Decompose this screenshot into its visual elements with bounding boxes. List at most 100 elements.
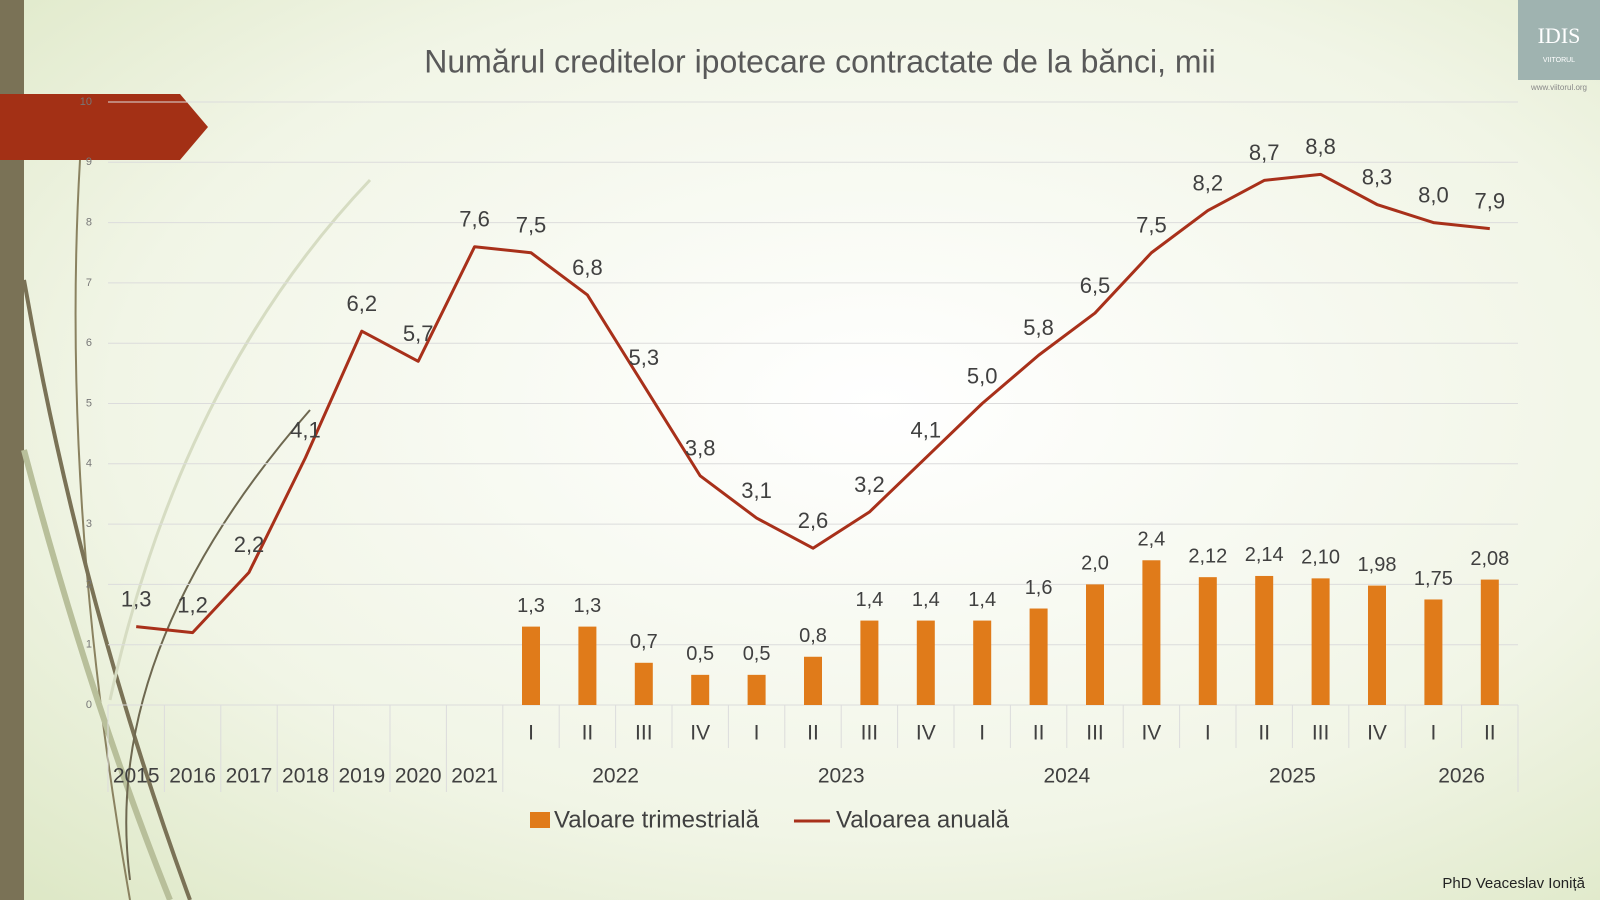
line-label: 5,7 (403, 321, 434, 346)
y-tick-label: 9 (86, 156, 92, 168)
bar-label: 2,4 (1137, 529, 1165, 551)
bar (522, 626, 540, 705)
bar-label: 1,3 (517, 595, 545, 617)
bar (916, 620, 935, 705)
x-tick-label: 2018 (282, 765, 329, 788)
bar (1086, 584, 1104, 705)
website: www.viitorul.org (1530, 83, 1587, 92)
x-tick-label: I (754, 722, 760, 745)
x-tick-label: I (528, 722, 534, 745)
x-group-label: 2026 (1438, 765, 1485, 788)
bar (634, 662, 653, 705)
line-label: 8,3 (1362, 164, 1393, 189)
x-tick-label: II (1033, 722, 1045, 745)
line-label: 8,7 (1249, 140, 1280, 165)
line-label: 1,2 (177, 592, 208, 617)
logo-box (1518, 0, 1600, 80)
line-label: 4,1 (911, 418, 942, 443)
x-group-label: 2025 (1269, 765, 1316, 788)
legend-swatch (530, 812, 550, 828)
author: PhD Veaceslav Ioniță (1442, 875, 1585, 892)
line-label: 7,6 (459, 207, 490, 232)
x-tick-label: I (979, 722, 985, 745)
line-label: 7,9 (1475, 188, 1506, 213)
x-tick-label: III (635, 722, 653, 745)
x-group-label: 2023 (818, 765, 865, 788)
bar-label: 2,10 (1301, 547, 1340, 569)
bar-label: 0,5 (686, 643, 714, 665)
x-tick-label: IV (1141, 722, 1161, 745)
x-tick-label: 2019 (338, 765, 385, 788)
line-label: 5,3 (629, 345, 660, 370)
x-tick-label: I (1430, 722, 1436, 745)
line-label: 1,3 (121, 586, 152, 611)
legend-label: Valoare trimestrială (554, 806, 760, 833)
bar (860, 620, 879, 705)
x-tick-label: IV (690, 722, 710, 745)
bar (1368, 585, 1386, 705)
bar-label: 2,0 (1081, 553, 1109, 575)
line-label: 5,0 (967, 363, 998, 388)
x-tick-label: II (582, 722, 594, 745)
x-tick-label: 2021 (451, 765, 498, 788)
bar-label: 2,12 (1188, 545, 1227, 567)
bar (1424, 599, 1443, 705)
decor-curves (21, 159, 372, 902)
x-tick-label: II (1484, 722, 1496, 745)
y-tick-label: 7 (86, 277, 92, 289)
y-tick-label: 3 (86, 518, 92, 530)
line-label: 7,5 (1136, 213, 1167, 238)
logo-sub: VIITORUL (1543, 57, 1575, 64)
x-tick-label: III (861, 722, 879, 745)
x-tick-label: III (1312, 722, 1330, 745)
x-group-label: 2024 (1043, 765, 1090, 788)
line-label: 3,2 (854, 472, 885, 497)
bar (1480, 579, 1499, 705)
line-label: 3,8 (685, 436, 716, 461)
line-label: 8,8 (1305, 134, 1336, 159)
chart-title: Numărul creditelor ipotecare contractate… (424, 43, 1215, 79)
bar (1311, 578, 1330, 705)
y-tick-label: 6 (86, 337, 92, 349)
line-label: 6,5 (1080, 273, 1111, 298)
x-tick-label: IV (916, 722, 936, 745)
bar-label: 1,4 (968, 589, 996, 611)
x-tick-label: II (807, 722, 819, 745)
line-label: 4,1 (290, 418, 321, 443)
line-label: 2,6 (798, 508, 829, 533)
bar (1029, 608, 1048, 705)
bar-label: 1,3 (573, 595, 601, 617)
bar (1198, 577, 1217, 705)
x-tick-label: I (1205, 722, 1211, 745)
line (136, 172, 1490, 635)
bar (578, 626, 597, 705)
bar (747, 674, 766, 705)
bar-label: 1,98 (1358, 554, 1397, 576)
bar (804, 656, 822, 705)
bar (1255, 575, 1274, 705)
bar-label: 0,8 (799, 625, 827, 647)
bar-label: 0,5 (743, 643, 771, 665)
x-tick-label: IV (1367, 722, 1387, 745)
x-tick-label: 2020 (395, 765, 442, 788)
line-label: 7,5 (516, 213, 547, 238)
x-tick-label: II (1258, 722, 1270, 745)
line-label: 6,8 (572, 255, 603, 280)
y-tick-label: 8 (86, 217, 92, 229)
y-tick-label: 4 (86, 458, 92, 470)
y-tick-label: 0 (86, 699, 92, 711)
legend-label: Valoarea anuală (836, 806, 1010, 833)
y-tick-label: 1 (86, 639, 92, 651)
y-tick-label: 5 (86, 397, 92, 409)
line-label: 8,0 (1418, 182, 1449, 207)
bar-label: 1,6 (1025, 577, 1053, 599)
line-label: 5,8 (1023, 315, 1054, 340)
logo: IDIS (1538, 23, 1581, 48)
line-label: 8,2 (1193, 170, 1224, 195)
x-tick-label: 2016 (169, 765, 216, 788)
bar-label: 2,14 (1245, 544, 1284, 566)
y-tick-label: 10 (80, 96, 92, 108)
